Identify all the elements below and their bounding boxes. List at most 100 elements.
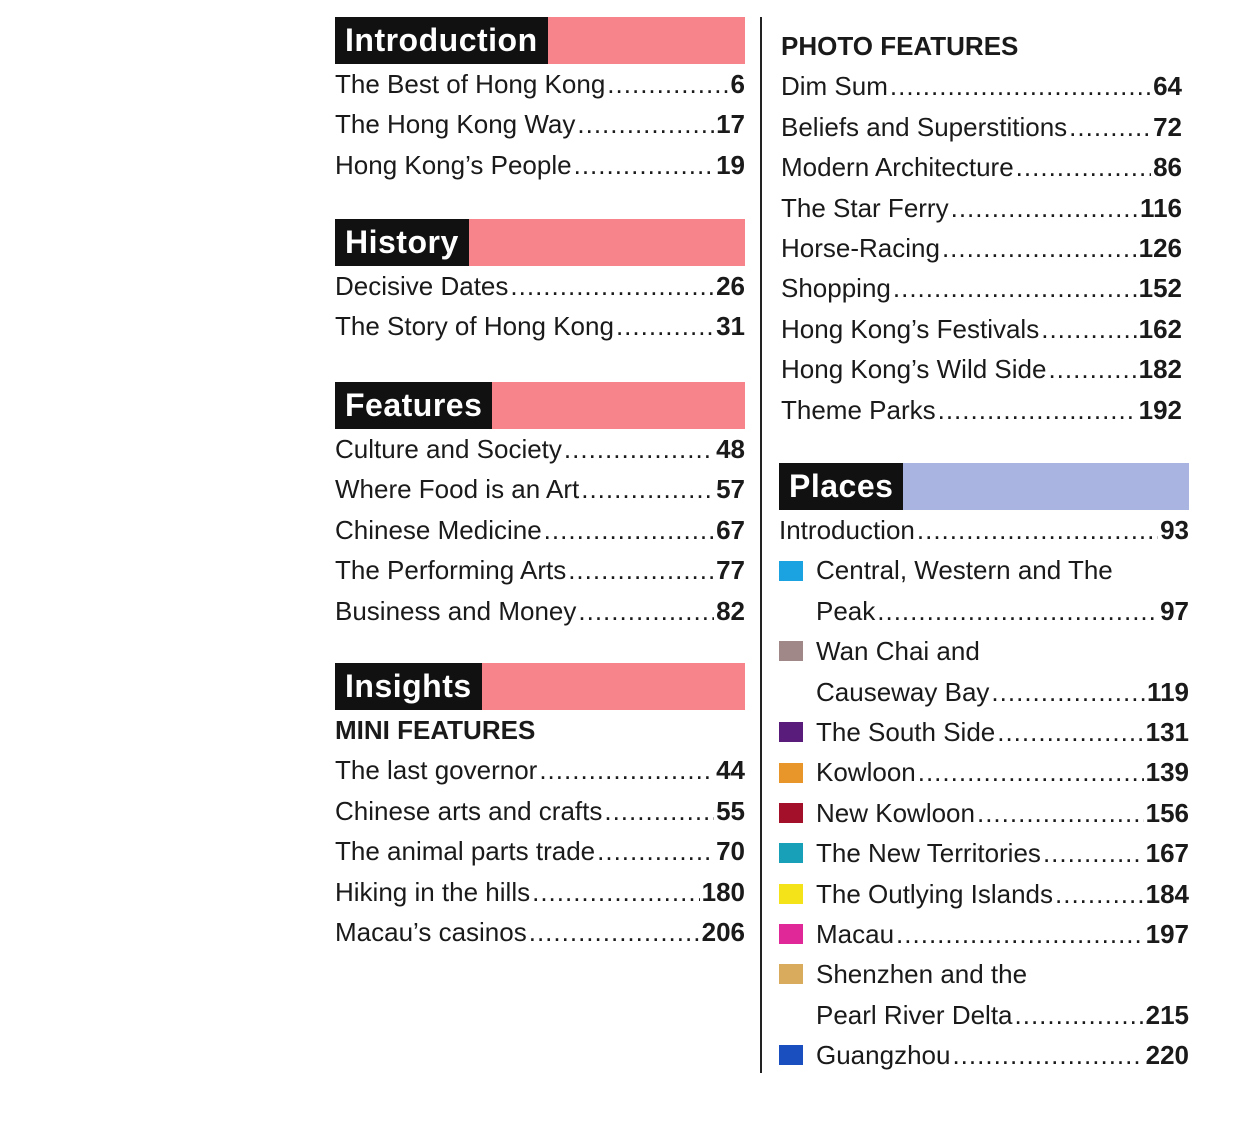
page-number: 119 — [1147, 676, 1189, 707]
page-number: 93 — [1160, 515, 1189, 545]
toc-entry[interactable]: Business and Money 82 — [335, 591, 745, 631]
dot-leader — [539, 750, 714, 790]
section-header: Insights — [335, 663, 745, 710]
entry-label: Beliefs and Superstitions — [781, 111, 1068, 142]
page-number: 77 — [716, 555, 745, 586]
page-number: 6 — [730, 69, 745, 99]
toc-entry[interactable]: Shopping 152 — [781, 268, 1182, 308]
toc-entry[interactable]: Chinese arts and crafts 55 — [335, 791, 745, 831]
entry-label: Hong Kong’s Festivals — [781, 313, 1040, 344]
page-number: 156 — [1145, 797, 1189, 828]
dot-leader — [918, 752, 1144, 792]
section-header: Places — [779, 463, 1189, 510]
dot-leader — [890, 66, 1151, 106]
entry-label: Decisive Dates — [335, 271, 509, 301]
dot-leader — [917, 510, 1158, 550]
page-number: 182 — [1138, 354, 1182, 385]
entry-label: Theme Parks — [781, 394, 936, 425]
section-header: Introduction — [335, 17, 745, 64]
entry-label: Guangzhou — [816, 1040, 951, 1071]
entry-label: The Performing Arts — [335, 555, 567, 586]
toc-entry[interactable]: Modern Architecture 86 — [781, 147, 1182, 187]
toc-entry[interactable]: Macau 197 — [779, 914, 1189, 954]
toc-entry[interactable]: Peak 97 — [779, 591, 1189, 631]
dot-leader — [952, 1035, 1143, 1075]
dot-leader — [1016, 147, 1151, 187]
page-number: 57 — [716, 474, 745, 505]
toc-entry[interactable]: The Performing Arts 77 — [335, 550, 745, 590]
entry-label: The animal parts trade — [335, 836, 596, 867]
toc-entry[interactable]: Horse-Racing 126 — [781, 228, 1182, 268]
entry-label: Chinese arts and crafts — [335, 795, 603, 826]
toc-entry[interactable]: Hong Kong’s Wild Side 182 — [781, 349, 1182, 389]
region-color-swatch — [779, 762, 803, 783]
photo-features-heading: PHOTO FEATURES — [781, 31, 1019, 61]
entry-label: Horse-Racing — [781, 232, 940, 263]
toc-entry[interactable]: Theme Parks 192 — [781, 390, 1182, 430]
toc-entry[interactable]: Guangzhou 220 — [779, 1035, 1189, 1075]
toc-entry[interactable]: The Star Ferry 116 — [781, 188, 1182, 228]
toc-entry[interactable]: The last governor 44 — [335, 750, 745, 790]
toc-entry[interactable]: Chinese Medicine 67 — [335, 510, 745, 550]
dot-leader — [578, 591, 714, 631]
toc-entry[interactable]: Beliefs and Superstitions 72 — [781, 107, 1182, 147]
entry-label: Causeway Bay — [816, 676, 990, 707]
toc-entry[interactable]: Where Food is an Art 57 — [335, 469, 745, 509]
dot-leader — [568, 550, 714, 590]
toc-entry[interactable]: Culture and Society 48 — [335, 429, 745, 469]
toc-entry[interactable]: Hong Kong’s People 19 — [335, 145, 745, 185]
dot-leader — [577, 104, 714, 144]
page-number: 192 — [1138, 394, 1182, 425]
toc-entry[interactable]: The New Territories 167 — [779, 833, 1189, 873]
dot-leader — [616, 306, 714, 346]
toc-entry[interactable]: New Kowloon 156 — [779, 793, 1189, 833]
page-number: 82 — [716, 595, 745, 626]
region-color-swatch — [779, 722, 803, 743]
page-number: 116 — [1140, 192, 1182, 223]
region-color-swatch — [779, 560, 803, 581]
dot-leader — [529, 912, 700, 952]
entry-label: Pearl River Delta — [816, 999, 1013, 1030]
page-number: 215 — [1145, 999, 1189, 1030]
toc-entry[interactable]: Macau’s casinos 206 — [335, 912, 745, 952]
toc-entry[interactable]: Introduction 93 — [779, 510, 1189, 550]
dot-leader — [510, 266, 714, 306]
toc-entry[interactable]: Kowloon 139 — [779, 752, 1189, 792]
entry-label: Central, Western and The — [816, 555, 1113, 586]
toc-entry[interactable]: The animal parts trade 70 — [335, 831, 745, 871]
toc-entry[interactable]: The Outlying Islands 184 — [779, 874, 1189, 914]
dot-leader — [893, 268, 1137, 308]
region-color-swatch — [779, 924, 803, 945]
page-number: 31 — [716, 311, 745, 342]
entry-label: Modern Architecture — [781, 152, 1014, 183]
region-color-swatch — [779, 964, 803, 985]
entry-label: Wan Chai and — [816, 636, 980, 667]
toc-entry[interactable]: The Story of Hong Kong 31 — [335, 306, 745, 346]
toc-entry[interactable]: Shenzhen and the — [779, 954, 1189, 994]
toc-entry[interactable]: The Best of Hong Kong 6 — [335, 64, 745, 104]
toc-entry[interactable]: Hong Kong’s Festivals 162 — [781, 309, 1182, 349]
mini-features-heading: MINI FEATURES — [335, 715, 536, 745]
toc-entry[interactable]: Wan Chai and — [779, 631, 1189, 671]
page-number: 17 — [716, 109, 745, 140]
dot-leader — [951, 188, 1138, 228]
toc-entry[interactable]: Causeway Bay 119 — [779, 672, 1189, 712]
toc-entry[interactable]: Pearl River Delta 215 — [779, 995, 1189, 1035]
entry-label: Hong Kong’s Wild Side — [781, 354, 1047, 385]
entry-label: Introduction — [779, 515, 915, 545]
toc-entry[interactable]: The Hong Kong Way 17 — [335, 104, 745, 144]
toc-entry[interactable]: Dim Sum 64 — [781, 66, 1182, 106]
entry-label: The New Territories — [816, 838, 1041, 869]
entry-label: Hiking in the hills — [335, 876, 531, 907]
page-number: 19 — [716, 149, 745, 180]
entry-label: The Outlying Islands — [816, 878, 1054, 909]
toc-entry[interactable]: Central, Western and The — [779, 550, 1189, 590]
section-header: Features — [335, 382, 745, 429]
section-title: Insights — [335, 663, 482, 710]
page-number: 44 — [716, 755, 745, 786]
section-color-bar — [481, 663, 745, 710]
toc-entry[interactable]: Decisive Dates 26 — [335, 266, 745, 306]
toc-entry[interactable]: Hiking in the hills 180 — [335, 872, 745, 912]
toc-entry[interactable]: The South Side 131 — [779, 712, 1189, 752]
